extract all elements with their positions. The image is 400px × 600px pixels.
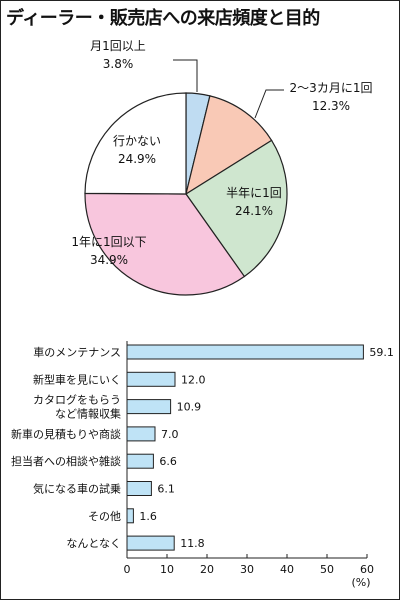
pie-slice-label: 1年に1回以下 [71, 235, 146, 249]
pie-slice-value: 24.9% [118, 152, 156, 166]
x-tick-label: 30 [240, 563, 254, 576]
pie-slice [185, 139, 288, 278]
bar-category-label: 新車の見積もりや商談 [11, 427, 121, 441]
pie-slice-value: 34.9% [90, 253, 128, 267]
bar [126, 371, 176, 387]
bar-value-label: 6.6 [159, 455, 177, 468]
chart-title: ディーラー・販売店への来店頻度と目的 [6, 8, 320, 29]
pie-slice-label: 行かない [113, 134, 161, 148]
pie-leader-line [254, 89, 284, 119]
pie-slice-label: 月1回以上 [90, 39, 146, 53]
pie-slice [84, 92, 187, 195]
bar-value-label: 7.0 [161, 428, 179, 441]
bar [126, 535, 175, 551]
bar [126, 453, 154, 469]
bar [126, 344, 364, 360]
bar [126, 399, 172, 415]
bar [126, 508, 134, 524]
x-tick-label: 50 [320, 563, 334, 576]
bar [126, 426, 156, 442]
pie-leader-line [173, 59, 198, 92]
pie-slice-value: 3.8% [103, 57, 134, 71]
x-tick-label: 60 [360, 563, 374, 576]
pie-slice-label: 半年に1回 [226, 186, 282, 200]
bar-category-label: 担当者への相談や雑談 [11, 454, 121, 468]
bar-category-label: なんとなく [66, 537, 121, 550]
x-axis-unit: (%) [351, 576, 370, 589]
bar-value-label: 59.1 [369, 346, 394, 359]
pie-slice [185, 95, 273, 196]
pie-slice-value: 24.1% [235, 204, 273, 218]
bar-value-label: 12.0 [181, 373, 206, 386]
bar-category-label: カタログをもらうなど情報収集 [33, 393, 121, 421]
x-tick-label: 0 [124, 563, 131, 576]
bar [126, 481, 152, 496]
bar-category-label: 気になる車の試乗 [33, 482, 121, 496]
bar-value-label: 6.1 [157, 483, 175, 496]
bar-category-label: その他 [88, 510, 121, 523]
bar-value-label: 1.6 [139, 510, 157, 523]
x-tick-label: 40 [280, 563, 294, 576]
pie-slice [84, 192, 246, 296]
bar-category-label: 車のメンテナンス [33, 345, 121, 359]
pie-slice-value: 12.3% [312, 99, 350, 113]
pie-chart: 月1回以上 3.8% 2～3カ月に1回 12.3% 半年に1回 24.1% 1年に1回以下 3… [71, 39, 373, 296]
pie-slice-label: 2～3カ月に1回 [290, 81, 373, 95]
bar-value-label: 10.9 [177, 401, 202, 414]
x-tick-label: 10 [160, 563, 174, 576]
bar-value-label: 11.8 [180, 537, 205, 550]
bar-category-label: 新型車を見にいく [33, 372, 121, 386]
x-tick-label: 20 [200, 563, 214, 576]
